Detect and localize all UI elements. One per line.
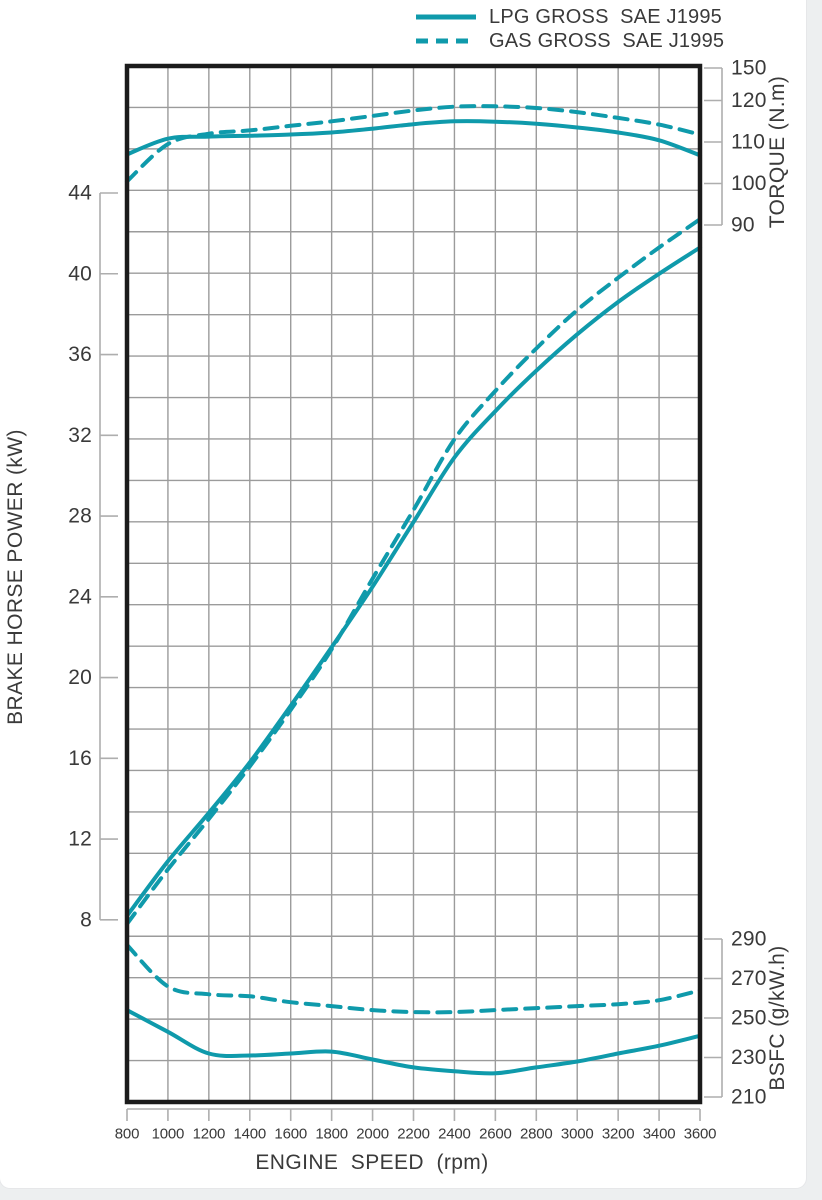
x-tick-label: 2200 xyxy=(397,1126,430,1143)
curve-torque-dashed xyxy=(125,104,702,184)
power-tick-label: 20 xyxy=(68,666,92,689)
power-tick-label: 12 xyxy=(68,828,92,851)
y-axis-title-power: BRAKE HORSE POWER (kW) xyxy=(4,429,27,725)
bsfc-tick-label: 210 xyxy=(731,1086,767,1109)
x-tick-label: 1000 xyxy=(152,1126,185,1143)
torque-tick-label: 100 xyxy=(731,172,767,195)
chart-card: 44 40 36 32 28 24 20 16 12 8 150 120 110 100 90 290 270 2… xyxy=(0,0,806,1188)
x-tick-label: 3200 xyxy=(602,1126,635,1143)
curve-torque-solid xyxy=(125,119,702,158)
power-tick-label: 32 xyxy=(68,424,92,447)
x-axis-title: ENGINE SPEED (rpm) xyxy=(255,1151,489,1174)
legend-item-gas: GAS GROSS SAE J1995 xyxy=(415,29,724,53)
torque-tick-label: 120 xyxy=(731,89,767,112)
power-tick-label: 8 xyxy=(80,908,92,931)
power-tick-label: 44 xyxy=(68,182,92,205)
legend-label-gas: GAS GROSS SAE J1995 xyxy=(489,29,725,52)
bsfc-tick-label: 290 xyxy=(731,928,767,951)
power-tick-label: 28 xyxy=(68,505,92,528)
x-tick-label: 2800 xyxy=(520,1126,553,1143)
y-axis-title-torque: TORQUE (N.m) xyxy=(766,75,789,229)
power-tick-label: 40 xyxy=(68,262,92,285)
y-axis-title-bsfc: BSFC (g/kW.h) xyxy=(766,945,789,1091)
legend-label-lpg: LPG GROSS SAE J1995 xyxy=(489,5,722,28)
plot-frame xyxy=(124,63,703,1105)
x-tick-label: 3000 xyxy=(561,1126,594,1143)
bsfc-tick-label: 230 xyxy=(731,1046,767,1069)
torque-tick-label: 110 xyxy=(731,131,765,154)
power-tick-label: 36 xyxy=(68,343,92,366)
curve-power-solid xyxy=(125,245,702,918)
power-tick-label: 24 xyxy=(68,585,92,608)
x-tick-label: 2600 xyxy=(479,1126,512,1143)
torque-tick-label: 90 xyxy=(731,214,755,237)
x-tick-label: 1200 xyxy=(193,1126,226,1143)
curve-power-dashed xyxy=(125,217,702,926)
x-tick-label: 800 xyxy=(115,1126,139,1143)
legend-item-lpg: LPG GROSS SAE J1995 xyxy=(415,5,724,29)
chart-legend: LPG GROSS SAE J1995 GAS GROSS SAE J1995 xyxy=(415,5,724,53)
x-tick-label: 3400 xyxy=(643,1126,676,1143)
x-tick-label: 2400 xyxy=(438,1126,471,1143)
x-tick-label: 3600 xyxy=(684,1126,717,1143)
curve-bsfc-dashed xyxy=(125,942,702,1015)
x-tick-label: 1600 xyxy=(274,1126,307,1143)
x-tick-label: 1800 xyxy=(315,1126,348,1143)
bsfc-tick-label: 250 xyxy=(731,1007,767,1030)
power-tick-label: 16 xyxy=(68,747,92,770)
solid-line-icon xyxy=(416,14,476,20)
dashed-line-icon xyxy=(416,38,476,44)
bsfc-tick-label: 270 xyxy=(731,967,767,990)
x-tick-label: 1400 xyxy=(233,1126,266,1143)
curve-bsfc-solid xyxy=(125,1008,702,1076)
torque-tick-label: 150 xyxy=(731,57,767,80)
x-tick-label: 2000 xyxy=(356,1126,389,1143)
